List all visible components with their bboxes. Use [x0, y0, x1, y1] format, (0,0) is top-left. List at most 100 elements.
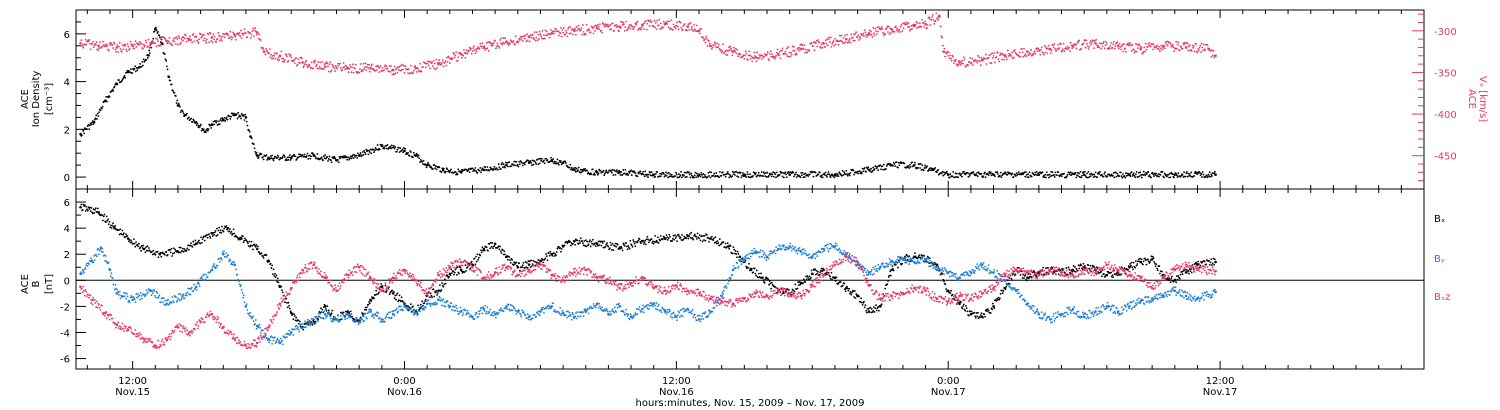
data-point-fill — [669, 173, 672, 176]
data-point-fill — [598, 244, 601, 246]
data-point-fill — [581, 240, 584, 242]
data-point — [652, 173, 656, 176]
data-point-fill — [652, 242, 655, 245]
data-point-fill — [254, 245, 257, 248]
data-point-fill — [996, 173, 999, 175]
data-point-fill — [1176, 47, 1178, 50]
data-point-fill — [585, 23, 588, 26]
data-point-fill — [129, 71, 132, 74]
data-point-fill — [83, 132, 86, 135]
data-point-fill — [1191, 44, 1194, 47]
data-point-fill — [1011, 279, 1013, 281]
data-point-fill — [987, 309, 990, 312]
data-point-fill — [381, 144, 384, 147]
data-point-fill — [589, 239, 591, 242]
data-point-fill — [216, 227, 218, 230]
data-point-fill — [597, 172, 600, 175]
data-point-fill — [122, 232, 125, 235]
data-point-fill — [846, 173, 848, 175]
data-point-fill — [170, 83, 173, 86]
data-point-fill — [867, 166, 870, 169]
data-point-fill — [446, 60, 449, 63]
data-point-fill — [1184, 42, 1187, 44]
data-point-fill — [1175, 173, 1178, 175]
data-point-fill — [1156, 175, 1159, 178]
data-point-fill — [870, 308, 873, 310]
data-point-fill — [754, 272, 757, 275]
data-point-fill — [456, 173, 459, 176]
data-point-fill — [142, 64, 144, 67]
data-point-fill — [475, 48, 477, 51]
data-point-fill — [954, 60, 957, 63]
data-point-fill — [161, 43, 164, 46]
data-point-fill — [270, 53, 273, 56]
data-point-fill — [794, 283, 797, 286]
data-point-fill — [433, 67, 436, 70]
data-point-fill — [1017, 171, 1020, 173]
data-point-fill — [250, 34, 253, 36]
data-point-fill — [877, 30, 880, 33]
data-point-fill — [104, 45, 107, 47]
data-point-fill — [951, 175, 954, 178]
data-point-fill — [295, 316, 298, 319]
data-point-fill — [865, 171, 868, 173]
data-point-fill — [875, 304, 877, 307]
data-point-fill — [794, 173, 797, 176]
data-point-fill — [916, 166, 919, 169]
data-point-fill — [331, 63, 334, 66]
data-point-fill — [306, 152, 309, 155]
data-point-fill — [1122, 50, 1125, 53]
data-point-fill — [815, 39, 818, 42]
data-point-fill — [982, 175, 985, 178]
data-point-fill — [943, 173, 946, 176]
data-point-fill — [1018, 55, 1020, 58]
data-point-fill — [257, 37, 260, 40]
data-point-fill — [868, 169, 871, 172]
data-point-fill — [385, 65, 388, 68]
data-point-fill — [708, 40, 710, 42]
data-point-fill — [1146, 46, 1149, 48]
data-point — [210, 36, 214, 39]
data-point-fill — [424, 62, 426, 65]
data-point-fill — [449, 274, 452, 277]
data-point-fill — [536, 39, 539, 42]
data-point — [323, 305, 327, 308]
data-point-fill — [179, 251, 182, 254]
data-point-fill — [1117, 47, 1120, 50]
data-point-fill — [703, 173, 706, 176]
data-point-fill — [1176, 176, 1179, 178]
data-point-fill — [207, 33, 210, 36]
data-point-fill — [289, 54, 292, 56]
data-point-fill — [604, 245, 607, 248]
data-point-fill — [559, 32, 562, 35]
data-point-fill — [720, 51, 723, 54]
data-point-fill — [520, 37, 523, 40]
data-point-fill — [82, 46, 85, 49]
data-point-fill — [712, 174, 715, 177]
data-point-fill — [1032, 53, 1035, 56]
data-point-fill — [220, 38, 223, 40]
data-point-fill — [1136, 43, 1139, 46]
data-point-fill — [1022, 55, 1025, 58]
data-point-fill — [613, 169, 616, 172]
data-point-fill — [155, 45, 158, 48]
data-point-fill — [308, 154, 311, 157]
data-point-fill — [858, 39, 860, 41]
data-point-fill — [183, 37, 186, 40]
data-point-fill — [1084, 46, 1087, 49]
data-point-fill — [1011, 57, 1014, 60]
bottom-left-axis-label-1: ACE — [20, 274, 31, 294]
data-point-fill — [386, 144, 389, 146]
data-point-fill — [1110, 173, 1113, 176]
data-point-fill — [109, 44, 112, 47]
data-point-fill — [389, 70, 392, 73]
data-point-fill — [453, 273, 455, 276]
data-point-fill — [338, 156, 341, 158]
data-point-fill — [212, 33, 215, 36]
data-point-fill — [429, 165, 432, 168]
data-point-fill — [262, 156, 264, 158]
data-point-fill — [187, 244, 189, 247]
data-point-fill — [409, 72, 412, 75]
data-point-fill — [760, 171, 763, 173]
data-point-fill — [802, 282, 804, 284]
